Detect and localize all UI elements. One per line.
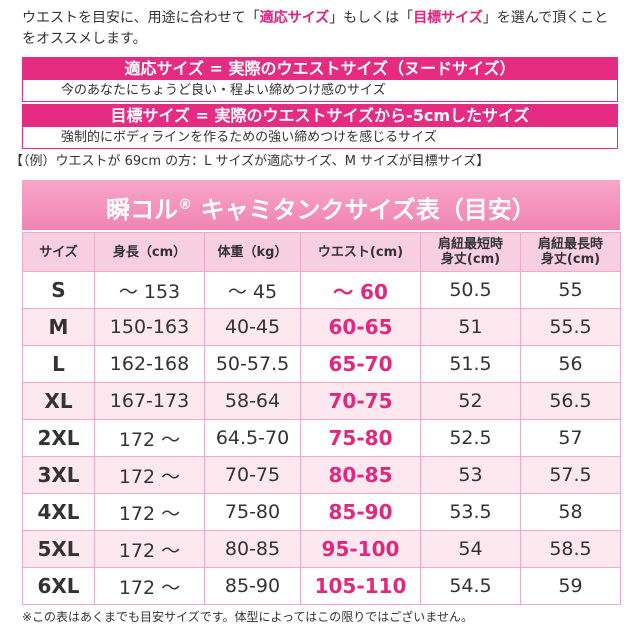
header-text: 身丈(cm) xyxy=(540,252,601,267)
cell: 50-57.5 xyxy=(204,345,301,383)
cell: ～ 45 xyxy=(204,271,301,309)
header-text: 身丈(cm) xyxy=(440,252,501,267)
box-title: 目標サイズ = 実際のウエストサイズから-5cmしたサイズ xyxy=(22,104,618,127)
intro: ウエストを目安に、用途に合わせて「適応サイズ」もしくは「目標サイズ」を選んで頂く… xyxy=(22,8,622,50)
cell: 53.5 xyxy=(420,493,521,531)
brand: 瞬コル xyxy=(106,196,179,224)
header-text: ウエスト(cm) xyxy=(317,244,404,260)
cell: ～ 153 xyxy=(94,271,205,309)
intro-text: 」を選んで頂くことをオススメします。 xyxy=(22,10,609,47)
cell: XL xyxy=(22,382,95,420)
cell: 167-173 xyxy=(94,382,205,420)
cell: 59 xyxy=(520,567,621,605)
row: 3XL 172 ～ 70-75 80-85 53 57.5 xyxy=(22,456,621,494)
cell: 70-75 xyxy=(204,456,301,494)
cell: 52.5 xyxy=(420,419,521,457)
header-text: 体重（kg） xyxy=(217,244,288,260)
registered-mark: ® xyxy=(178,197,193,213)
size-table: サイズ 身長（cm） 体重（kg） ウエスト(cm) 肩紐最短時 身丈(cm) 肩紐最長時身… xyxy=(22,232,621,605)
cell: 85-90 xyxy=(300,493,421,531)
cell: 55.5 xyxy=(520,308,621,346)
cell: 105-110 xyxy=(300,567,421,605)
cell: 54.5 xyxy=(420,567,521,605)
cell: 56 xyxy=(520,345,621,383)
row: 6XL 172 ～ 85-90 105-110 54.5 59 xyxy=(22,567,621,605)
row: XL 167-173 58-64 70-75 52 56.5 xyxy=(22,382,621,420)
cell: M xyxy=(22,308,95,346)
cell: 58-64 xyxy=(204,382,301,420)
header-text: 肩紐最短時 xyxy=(437,237,503,252)
row: S ～ 153 ～ 45 ～ 60 50.5 55 xyxy=(22,271,621,309)
cell: 150-163 xyxy=(94,308,205,346)
cell: 80-85 xyxy=(204,530,301,568)
box: 目標サイズ = 実際のウエストサイズから-5cmしたサイズ 強制的にボディライン… xyxy=(22,104,618,149)
cell: 4XL xyxy=(22,493,95,531)
box-text: 今のあなたにちょうど良い・程よい締めつけ感のサイズ xyxy=(22,80,618,102)
header-cell: サイズ xyxy=(22,232,95,272)
cell: 172 ～ xyxy=(94,456,205,494)
header-cell: 肩紐最長時 身丈(cm) xyxy=(520,232,621,272)
cell: ～ 60 xyxy=(300,271,421,309)
row: 4XL 172 ～ 75-80 85-90 53.5 58 xyxy=(22,493,621,531)
row: M 150-163 40-45 60-65 51 55.5 xyxy=(22,308,621,346)
cell: 80-85 xyxy=(300,456,421,494)
cell: 65-70 xyxy=(300,345,421,383)
cell: 64.5-70 xyxy=(204,419,301,457)
box-text: 強制的にボディラインを作るための強い締めつけを感じるサイズ xyxy=(22,127,618,149)
cell: 162-168 xyxy=(94,345,205,383)
cell: 172 ～ xyxy=(94,493,205,531)
cell: 58.5 xyxy=(520,530,621,568)
header-text: 肩紐最長時 xyxy=(537,237,603,252)
cell: 75-80 xyxy=(300,419,421,457)
header-row: サイズ 身長（cm） 体重（kg） ウエスト(cm) 肩紐最短時 身丈(cm) 肩紐最長時身… xyxy=(22,232,621,272)
cell: 54 xyxy=(420,530,521,568)
cell: S xyxy=(22,271,95,309)
note: ※この表はあくまでも目安サイズです。体型によってはこの限りではございません。 xyxy=(22,610,473,624)
cell: 51 xyxy=(420,308,521,346)
cell: 172 ～ xyxy=(94,530,205,568)
header-text: サイズ xyxy=(39,244,78,260)
cell: 56.5 xyxy=(520,382,621,420)
header-cell: 身長（cm） xyxy=(94,232,205,272)
row: 2XL 172 ～ 64.5-70 75-80 52.5 57 xyxy=(22,419,621,457)
highlight: 適応サイズ xyxy=(259,10,330,26)
example: 【（例）ウエストが 69cm の方：L サイズが適応サイズ、M サイズが目標サイ… xyxy=(10,154,490,169)
cell: 85-90 xyxy=(204,567,301,605)
cell: 55 xyxy=(520,271,621,309)
cell: L xyxy=(22,345,95,383)
intro-text: 」もしくは「 xyxy=(329,10,414,26)
cell: 40-45 xyxy=(204,308,301,346)
cell: 52 xyxy=(420,382,521,420)
cell: 95-100 xyxy=(300,530,421,568)
header-cell: 肩紐最短時 身丈(cm) xyxy=(420,232,521,272)
highlight: 目標サイズ xyxy=(413,10,483,26)
box: 適応サイズ = 実際のウエストサイズ（ヌードサイズ） 今のあなたにちょうど良い・… xyxy=(22,57,618,102)
header-cell: 体重（kg） xyxy=(204,232,301,272)
cell: 58 xyxy=(520,493,621,531)
cell: 57.5 xyxy=(520,456,621,494)
cell: 53 xyxy=(420,456,521,494)
cell: 172 ～ xyxy=(94,419,205,457)
title-rest: キャミタンクサイズ表（目安） xyxy=(192,196,536,224)
cell: 3XL xyxy=(22,456,95,494)
row: L 162-168 50-57.5 65-70 51.5 56 xyxy=(22,345,621,383)
cell: 60-65 xyxy=(300,308,421,346)
cell: 57 xyxy=(520,419,621,457)
cell: 5XL xyxy=(22,530,95,568)
cell: 2XL xyxy=(22,419,95,457)
intro-text: ウエストを目安に、用途に合わせて「 xyxy=(22,10,260,26)
row: 5XL 172 ～ 80-85 95-100 54 58.5 xyxy=(22,530,621,568)
header-text: 身長（cm） xyxy=(112,244,187,260)
cell: 51.5 xyxy=(420,345,521,383)
cell: 6XL xyxy=(22,567,95,605)
cell: 50.5 xyxy=(420,271,521,309)
header-cell: ウエスト(cm) xyxy=(300,232,421,272)
cell: 70-75 xyxy=(300,382,421,420)
box-title: 適応サイズ = 実際のウエストサイズ（ヌードサイズ） xyxy=(22,57,618,80)
cell: 75-80 xyxy=(204,493,301,531)
table-title: 瞬コル® キャミタンクサイズ表（目安） xyxy=(22,180,620,230)
cell: 172 ～ xyxy=(94,567,205,605)
